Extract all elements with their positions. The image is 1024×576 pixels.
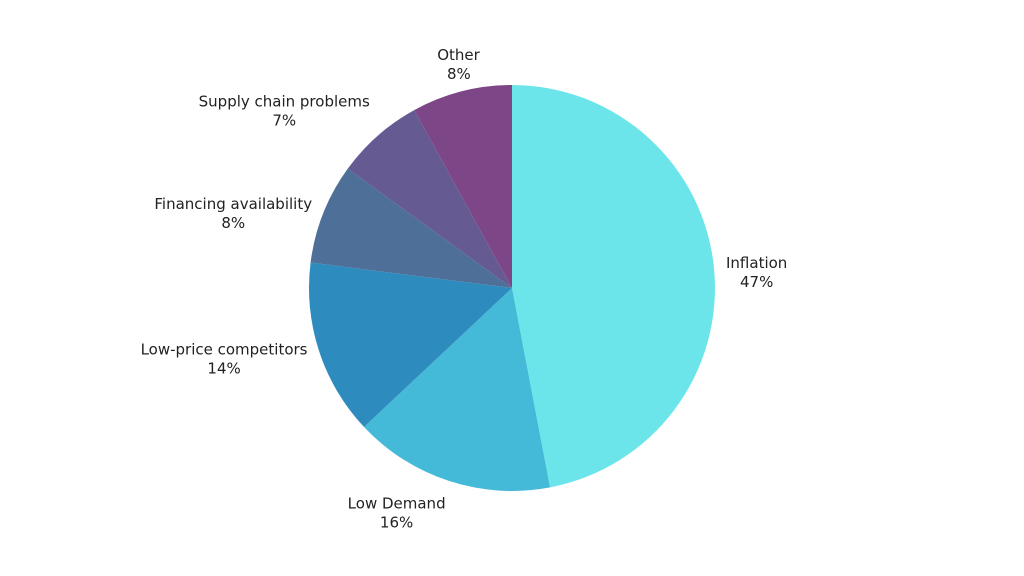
pie-slice-other [414,85,512,288]
pie-slice-financing-availability [310,168,512,288]
slice-value-low-price-competitors: 14% [207,359,240,377]
slice-value-supply-chain-problems: 7% [272,112,296,130]
slice-label-low-price-competitors: Low-price competitors [141,340,308,358]
pie-slice-low-demand [364,288,551,491]
pie-slice-supply-chain-problems [347,110,512,288]
pie-slice-inflation [512,85,715,488]
slice-value-inflation: 47% [740,273,773,291]
slice-value-financing-availability: 8% [221,214,245,232]
slice-value-other: 8% [447,65,471,83]
slice-label-other: Other [437,46,480,64]
slice-label-financing-availability: Financing availability [154,195,312,213]
slice-label-supply-chain-problems: Supply chain problems [199,93,370,111]
pie-slice-low-price-competitors [309,262,512,427]
slice-value-low-demand: 16% [380,514,413,532]
slice-label-low-demand: Low Demand [348,495,446,513]
slice-label-inflation: Inflation [726,254,787,272]
slices-layer [309,85,715,491]
